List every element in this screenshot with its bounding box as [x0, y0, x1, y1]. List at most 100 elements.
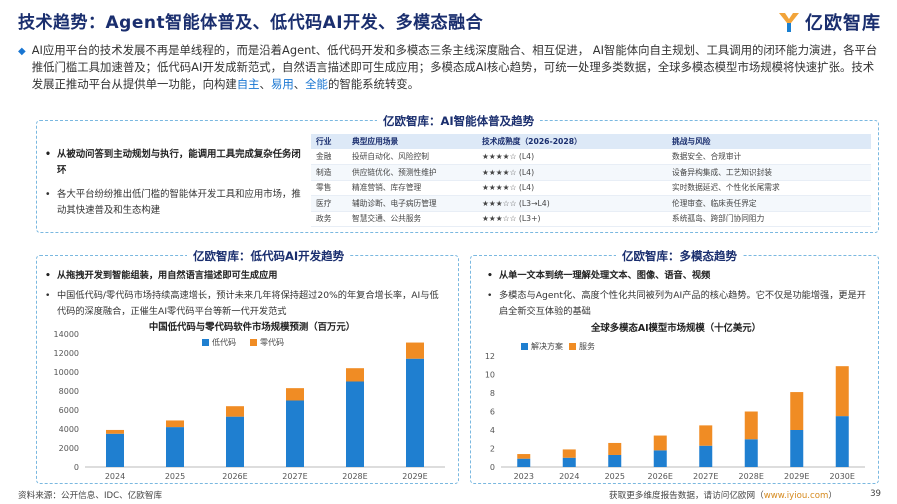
table-row: 制造 供应链优化、预测性维护 ★★★★☆ (L4) 设备异构集成、工艺知识封装 — [311, 164, 871, 181]
bar-segment — [608, 442, 622, 455]
table-cell: 智慧交通、公共服务 — [347, 211, 477, 227]
bar-segment — [517, 454, 531, 459]
table-cell: 制造 — [311, 164, 347, 181]
x-tick-label: 2024 — [105, 472, 125, 481]
page-number: 39 — [870, 489, 881, 499]
legend-swatch — [250, 339, 257, 346]
logo-mark-icon — [779, 13, 799, 32]
legend-swatch — [521, 343, 528, 350]
bar-segment — [835, 416, 849, 467]
agent-bullets: 从被动问答到主动规划与执行，能调用工具完成复杂任务闭环 各大平台纷纷推出低门槛的… — [45, 147, 310, 227]
bar-segment — [406, 342, 424, 359]
multimodal-bullets: 从单一文本到统一理解处理文本、图像、语音、视频 多模态与Agent化、高度个性化… — [487, 268, 867, 320]
table-header: 技术成熟度（2026-2028） — [477, 134, 667, 149]
footer-promo: 获取更多维度报告数据，请访问亿欧网（www.iyiou.com） — [609, 491, 837, 501]
y-tick-label: 4000 — [59, 425, 79, 434]
table-cell: 零售 — [311, 180, 347, 196]
table-cell: 设备异构集成、工艺知识封装 — [667, 164, 871, 181]
bar-segment — [835, 366, 849, 417]
lowcode-bullets: 从拖拽开发到智能组装，用自然语言描述即可生成应用 中国低代码/零代码市场持续高速… — [45, 268, 440, 320]
table-cell: 供应链优化、预测性维护 — [347, 164, 477, 181]
bar-segment — [790, 392, 804, 430]
y-tick-label: 12 — [485, 352, 495, 361]
bar-segment — [286, 400, 304, 467]
brand-logo: 亿欧智库 — [777, 9, 881, 35]
lowcode-panel-title: 亿欧智库：低代码AI开发趋势 — [187, 248, 351, 264]
bar-segment — [517, 458, 531, 467]
table-cell: ★★★★☆ (L4) — [477, 180, 667, 196]
lowcode-bullet-1: 从拖拽开发到智能组装，用自然语言描述即可生成应用 — [45, 268, 440, 284]
table-cell: 医疗 — [311, 195, 347, 212]
bar-segment — [346, 381, 364, 467]
x-tick-label: 2026E — [648, 472, 673, 481]
x-tick-label: 2027E — [693, 472, 718, 481]
lowcode-trend-panel: 亿欧智库：低代码AI开发趋势 从拖拽开发到智能组装，用自然语言描述即可生成应用 … — [36, 248, 459, 484]
y-tick-label: 10 — [485, 371, 495, 380]
y-tick-label: 12000 — [54, 349, 79, 358]
multimodal-trend-panel: 亿欧智库：多模态趋势 从单一文本到统一理解处理文本、图像、语音、视频 多模态与A… — [470, 248, 879, 484]
bar-segment — [166, 427, 184, 467]
x-tick-label: 2028E — [739, 472, 764, 481]
bar-segment — [106, 433, 124, 467]
source-note: 资料来源：公开信息、IDC、亿欧智库 — [18, 491, 163, 501]
diamond-bullet-icon: ◆ — [18, 46, 26, 57]
table-row: 金融 投研自动化、风险控制 ★★★★☆ (L4) 数据安全、合规审计 — [311, 149, 871, 165]
chart-title: 全球多模态AI模型市场规模（十亿美元） — [590, 322, 761, 334]
table-header-row: 行业 典型应用场景 技术成熟度（2026-2028） 挑战与风险 — [311, 134, 871, 149]
multimodal-market-chart: 全球多模态AI模型市场规模（十亿美元） 解决方案 服务 0 2 4 6 8 10 12 2023 20… — [485, 322, 865, 481]
table-cell: 实时数据延迟、个性化长尾需求 — [667, 180, 871, 196]
table-header: 行业 — [311, 134, 347, 149]
table-header: 挑战与风险 — [667, 134, 871, 149]
agent-panel-title: 亿欧智库：AI智能体普及趋势 — [377, 113, 541, 129]
table-cell: 金融 — [311, 149, 347, 165]
table-cell: 伦理审查、临床责任界定 — [667, 195, 871, 212]
website-link[interactable]: www.iyiou.com — [763, 491, 829, 501]
lowcode-market-chart: 中国低代码与零代码软件市场规模预测（百万元） 低代码 零代码 0 2000 4000 600… — [54, 321, 445, 481]
y-tick-label: 14000 — [54, 330, 79, 339]
table-row: 政务 智慧交通、公共服务 ★★★☆☆ (L3+) 系统孤岛、跨部门协同阻力 — [311, 211, 871, 227]
bar-segment — [744, 439, 758, 467]
intro-paragraph: ◆ AI应用平台的技术发展不再是单线程的，而是沿着Agent、低代码开发和多模态… — [18, 43, 878, 91]
bar-segment — [406, 358, 424, 467]
table-cell: ★★★★☆ (L4) — [477, 149, 667, 165]
x-tick-label: 2025 — [605, 472, 625, 481]
bar-segment — [653, 450, 667, 467]
y-tick-label: 6 — [490, 408, 495, 417]
x-tick-label: 2024 — [559, 472, 579, 481]
x-tick-label: 2029E — [784, 472, 809, 481]
agent-trend-panel: 亿欧智库：AI智能体普及趋势 从被动问答到主动规划与执行，能调用工具完成复杂任务… — [36, 113, 879, 233]
bar-segment — [699, 425, 713, 446]
page-title: 技术趋势：Agent智能体普及、低代码AI开发、多模态融合 — [18, 13, 484, 33]
x-tick-label: 2030E — [830, 472, 855, 481]
multimodal-panel-title: 亿欧智库：多模态趋势 — [616, 248, 743, 264]
bar-segment — [653, 435, 667, 451]
table-cell: ★★★☆☆ (L3→L4) — [477, 195, 667, 212]
table-cell: 投研自动化、风险控制 — [347, 149, 477, 165]
agent-bullet-1: 从被动问答到主动规划与执行，能调用工具完成复杂任务闭环 — [45, 147, 310, 179]
x-tick-label: 2027E — [282, 472, 307, 481]
table-cell: ★★★☆☆ (L3+) — [477, 211, 667, 227]
bar-segment — [346, 368, 364, 382]
bar-segment — [226, 416, 244, 467]
logo-text: 亿欧智库 — [805, 13, 881, 34]
table-row: 医疗 辅助诊断、电子病历管理 ★★★☆☆ (L3→L4) 伦理审查、临床责任界定 — [311, 195, 871, 212]
y-tick-label: 8000 — [59, 387, 79, 396]
bar-segment — [562, 457, 576, 467]
legend-label: 解决方案 — [531, 341, 563, 351]
y-tick-label: 2000 — [59, 444, 79, 453]
y-tick-label: 0 — [490, 463, 495, 472]
table-cell: ★★★★☆ (L4) — [477, 164, 667, 181]
table-cell: 精准营销、库存管理 — [347, 180, 477, 196]
legend-swatch — [569, 343, 576, 350]
bar-segment — [286, 388, 304, 401]
y-tick-label: 6000 — [59, 406, 79, 415]
bar-segment — [226, 406, 244, 417]
y-tick-label: 8 — [490, 389, 495, 398]
table-cell: 政务 — [311, 211, 347, 227]
table-cell: 辅助诊断、电子病历管理 — [347, 195, 477, 212]
bar-segment — [608, 454, 622, 467]
bar-segment — [562, 449, 576, 458]
y-tick-label: 2 — [490, 445, 495, 454]
multimodal-bullet-2: 多模态与Agent化、高度个性化共同被列为AI产品的核心趋势。它不仅是功能增强，… — [487, 288, 867, 320]
x-tick-label: 2028E — [342, 472, 367, 481]
